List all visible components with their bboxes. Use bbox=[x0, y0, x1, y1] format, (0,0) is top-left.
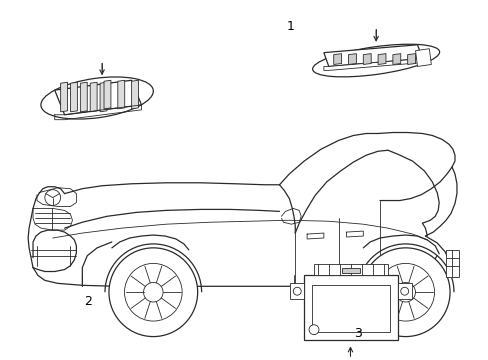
Polygon shape bbox=[104, 80, 111, 109]
Text: 2: 2 bbox=[84, 295, 92, 308]
Polygon shape bbox=[397, 283, 411, 299]
Polygon shape bbox=[304, 275, 397, 339]
Polygon shape bbox=[348, 54, 356, 64]
Polygon shape bbox=[341, 267, 360, 274]
Polygon shape bbox=[90, 82, 97, 112]
Circle shape bbox=[143, 283, 163, 302]
Circle shape bbox=[395, 283, 415, 302]
Polygon shape bbox=[415, 49, 430, 67]
Polygon shape bbox=[118, 80, 124, 109]
Circle shape bbox=[293, 287, 301, 295]
Polygon shape bbox=[363, 54, 370, 64]
Circle shape bbox=[376, 264, 434, 321]
Polygon shape bbox=[445, 250, 458, 278]
Text: 3: 3 bbox=[353, 327, 361, 340]
Ellipse shape bbox=[312, 44, 439, 77]
Polygon shape bbox=[80, 82, 87, 112]
Polygon shape bbox=[290, 283, 304, 299]
Polygon shape bbox=[407, 54, 415, 64]
Polygon shape bbox=[323, 59, 422, 71]
Circle shape bbox=[308, 325, 318, 334]
Polygon shape bbox=[323, 45, 422, 67]
Polygon shape bbox=[61, 82, 67, 112]
Polygon shape bbox=[70, 82, 77, 112]
Polygon shape bbox=[131, 80, 138, 109]
Circle shape bbox=[124, 264, 182, 321]
Circle shape bbox=[109, 248, 197, 337]
Polygon shape bbox=[55, 80, 141, 115]
Polygon shape bbox=[100, 82, 107, 112]
Polygon shape bbox=[377, 54, 385, 64]
Polygon shape bbox=[333, 54, 341, 64]
Ellipse shape bbox=[41, 77, 153, 119]
Circle shape bbox=[45, 190, 61, 206]
Polygon shape bbox=[313, 264, 387, 275]
Text: 1: 1 bbox=[286, 21, 294, 33]
Circle shape bbox=[361, 248, 449, 337]
Polygon shape bbox=[311, 285, 389, 332]
Polygon shape bbox=[392, 54, 400, 64]
Circle shape bbox=[400, 287, 408, 295]
